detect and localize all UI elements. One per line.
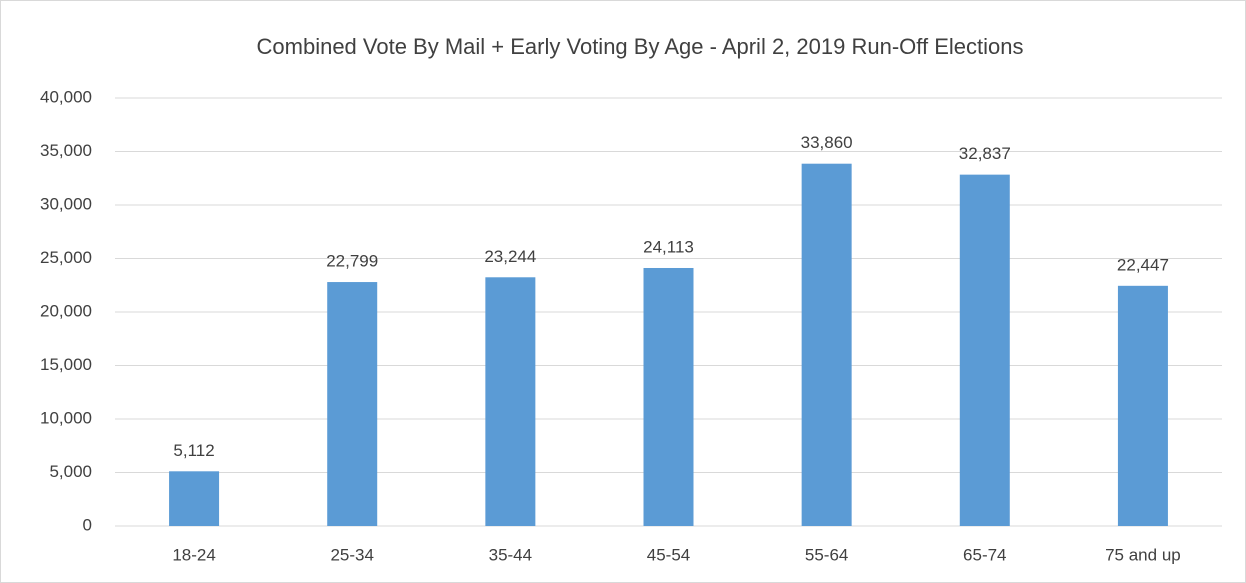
data-label: 32,837 [959, 144, 1011, 163]
y-tick-label: 35,000 [40, 141, 92, 160]
y-tick-label: 15,000 [40, 355, 92, 374]
x-tick-label: 55-64 [805, 545, 848, 564]
y-tick-label: 40,000 [40, 87, 92, 106]
bar [169, 471, 220, 526]
data-label: 22,447 [1117, 255, 1169, 274]
y-tick-label: 20,000 [40, 301, 92, 320]
x-tick-label: 65-74 [963, 545, 1006, 564]
y-tick-label: 0 [83, 515, 92, 534]
bar [485, 277, 536, 526]
data-label: 33,860 [801, 133, 853, 152]
bar [1117, 285, 1168, 526]
bar [959, 174, 1010, 526]
y-tick-label: 30,000 [40, 194, 92, 213]
x-tick-label: 75 and up [1105, 545, 1181, 564]
x-tick-label: 18-24 [172, 545, 215, 564]
x-tick-label: 25-34 [330, 545, 373, 564]
x-tick-label: 45-54 [647, 545, 690, 564]
x-tick-label: 35-44 [489, 545, 532, 564]
bar [643, 267, 694, 526]
bar [801, 163, 852, 526]
y-tick-label: 10,000 [40, 408, 92, 427]
data-label: 23,244 [484, 247, 536, 266]
chart-title: Combined Vote By Mail + Early Voting By … [257, 34, 1024, 59]
y-tick-label: 25,000 [40, 248, 92, 267]
data-label: 5,112 [173, 441, 214, 460]
y-tick-label: 5,000 [49, 462, 92, 481]
data-label: 24,113 [643, 237, 694, 256]
bar [327, 282, 378, 526]
data-label: 22,799 [326, 252, 378, 271]
